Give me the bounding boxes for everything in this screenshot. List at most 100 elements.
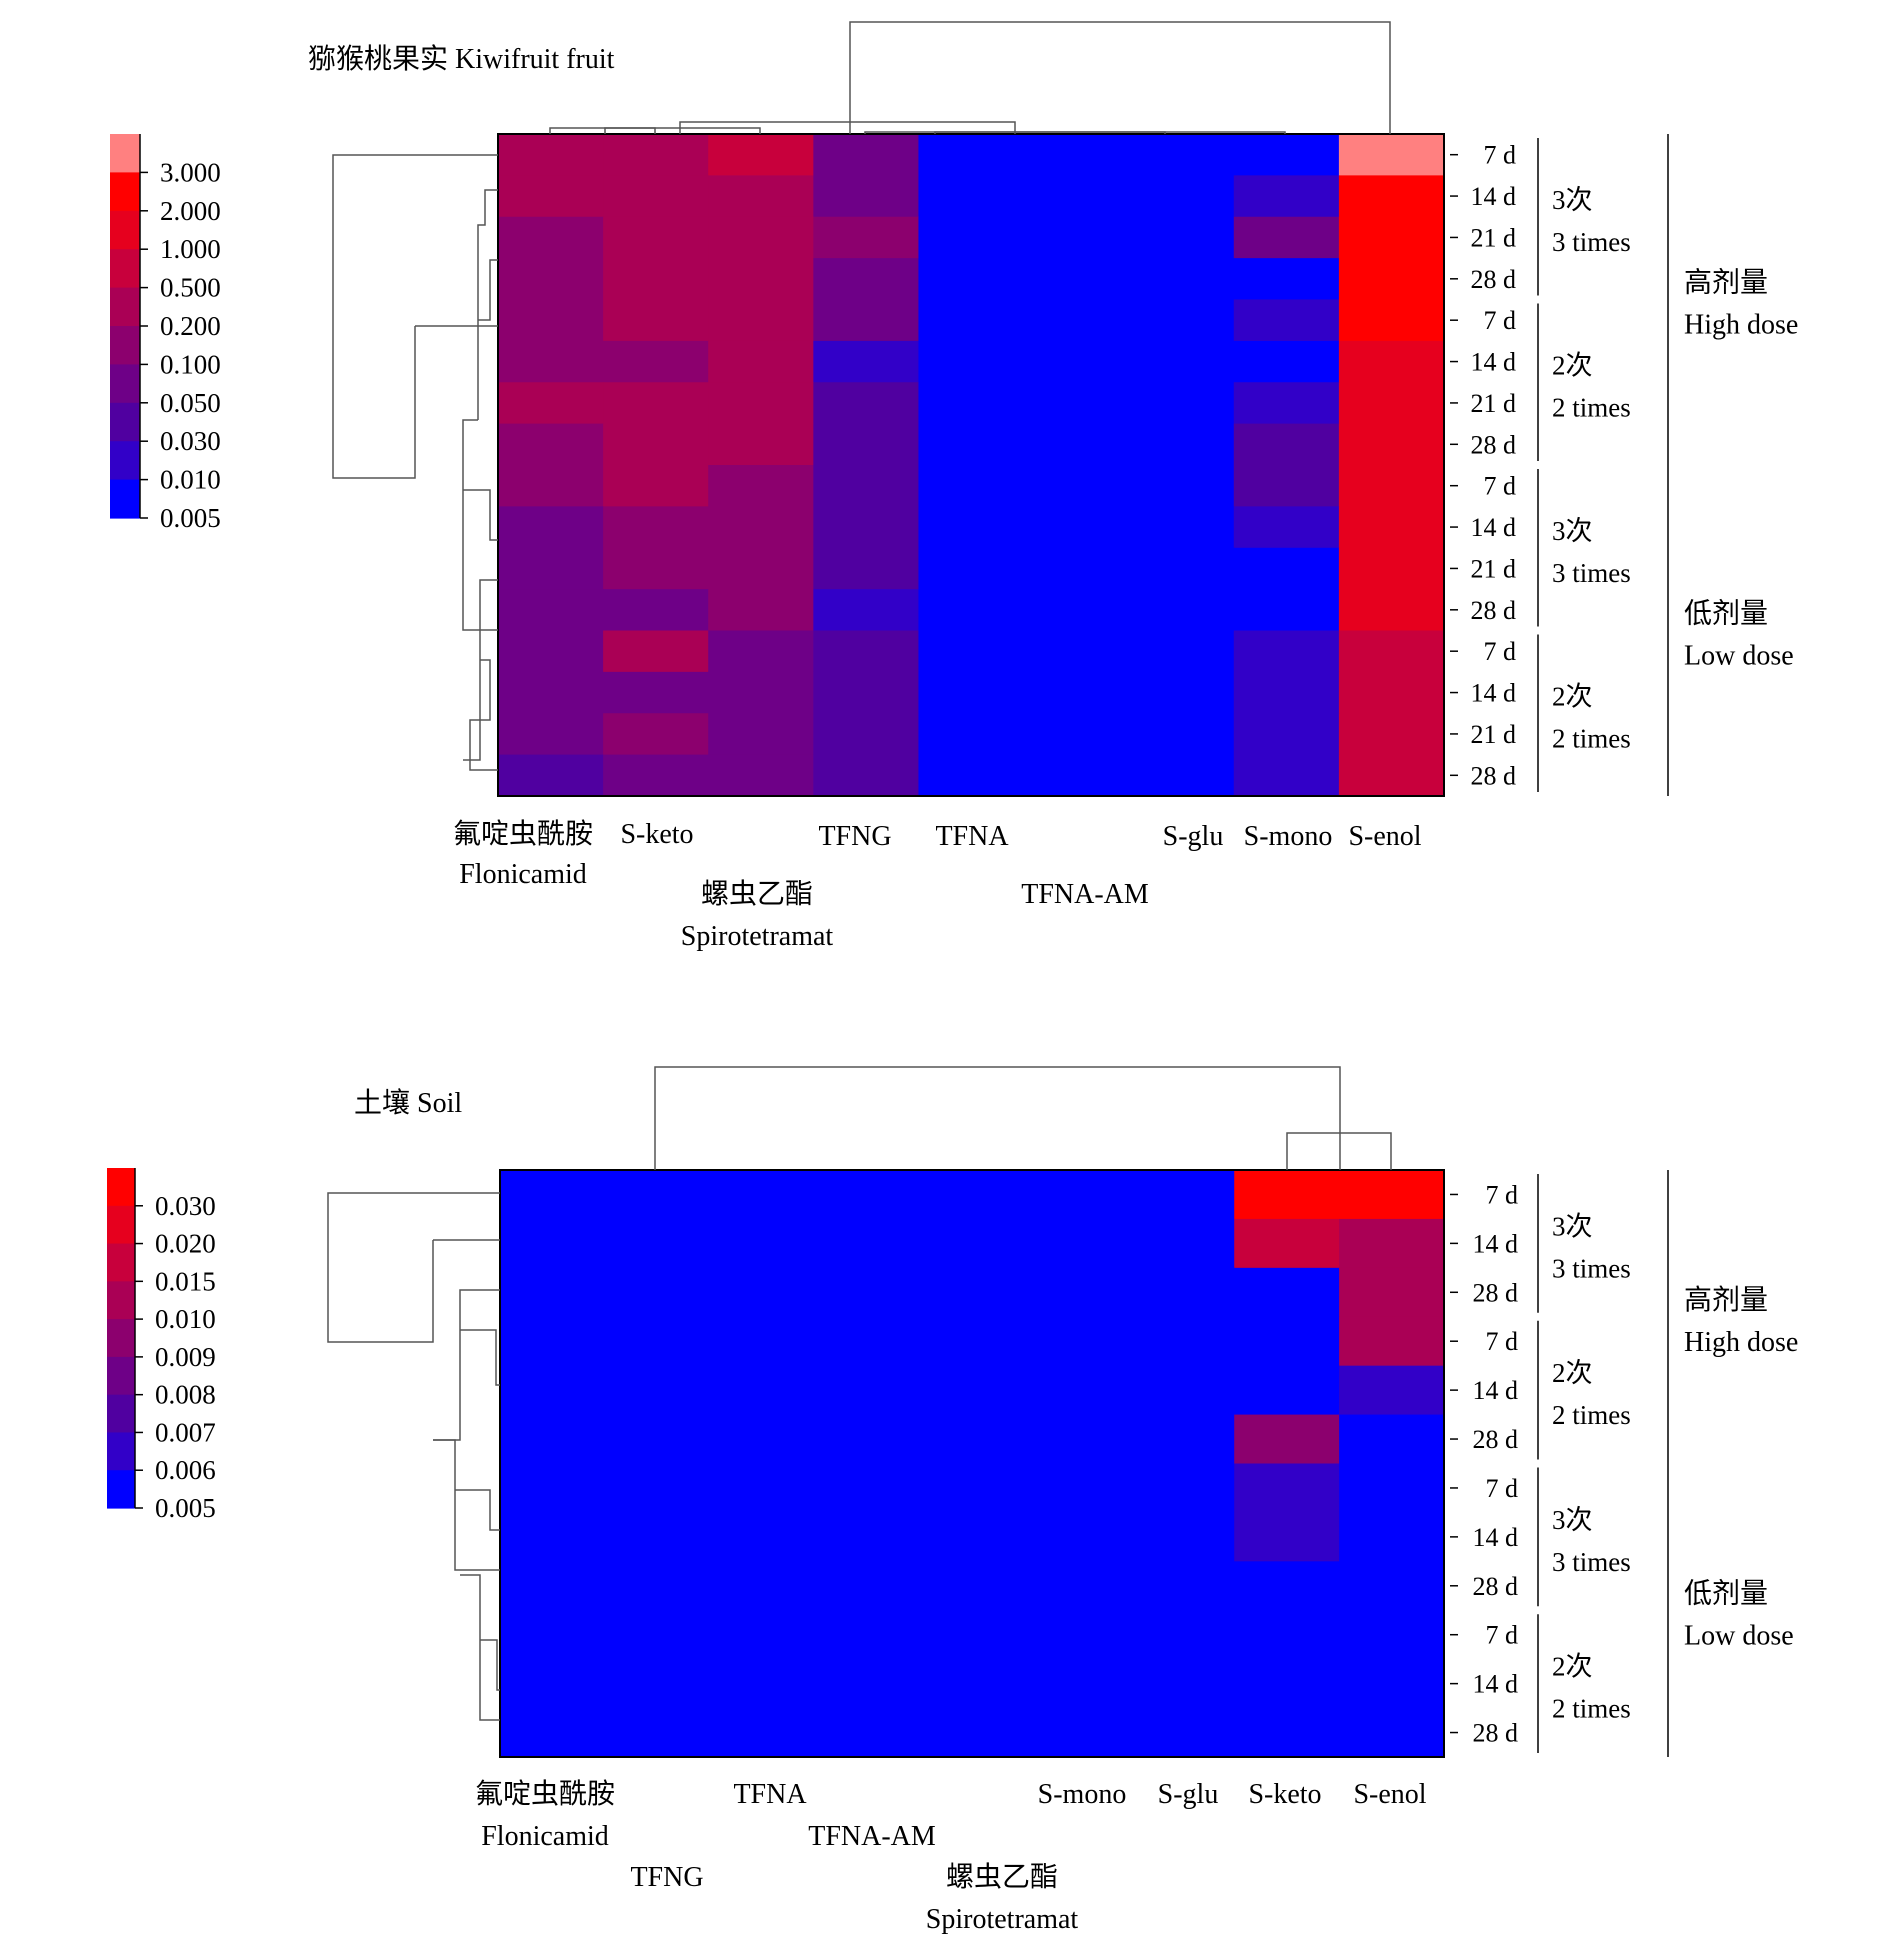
heatmap-cell [1024, 1512, 1130, 1562]
heatmap-cell [709, 1463, 816, 1514]
heatmap-cell [1339, 1218, 1445, 1269]
row-label: 28 d [1473, 1719, 1519, 1748]
heatmap-cell [603, 340, 709, 383]
heatmap-cell [498, 547, 604, 590]
heatmap-cell [498, 630, 604, 673]
legend-label: 0.010 [155, 1304, 216, 1334]
column-dendrogram [934, 131, 1286, 134]
legend-label: 1.000 [160, 234, 221, 264]
heatmap-cell [814, 1610, 921, 1660]
heatmap-cell [1234, 1267, 1340, 1318]
heatmap-cell [814, 1365, 921, 1416]
legend-swatch [107, 1394, 135, 1434]
legend-swatch [107, 1281, 135, 1320]
heatmap-cell [708, 465, 814, 507]
frequency-label-zh: 3次 [1552, 516, 1593, 546]
row-label: 21 d [1471, 389, 1517, 418]
heatmap-cell [1338, 589, 1445, 632]
heatmap-cell [919, 1365, 1026, 1416]
heatmap-cell [498, 589, 604, 632]
row-dendrogram [477, 189, 498, 420]
heatmap-cell [813, 299, 920, 342]
heatmap-cell [1338, 630, 1445, 673]
heatmap-cell [498, 465, 604, 507]
heatmap-cell [1339, 1659, 1445, 1709]
heatmap-cell [603, 382, 709, 425]
legend-swatch [110, 441, 140, 481]
heatmap-cell [1024, 1267, 1130, 1318]
heatmap-cell [814, 1708, 921, 1758]
column-label: TFNG [818, 821, 891, 852]
heatmap-cell [1234, 1218, 1340, 1269]
heatmap-cell [603, 465, 709, 507]
column-label: S-glu [1163, 821, 1224, 852]
legend-swatch [110, 134, 140, 173]
heatmap-cell [1234, 1170, 1340, 1220]
heatmap-border [499, 1169, 1445, 1758]
heatmap-cell [1339, 1414, 1445, 1465]
row-label: 14 d [1473, 1523, 1519, 1552]
heatmap-cell [498, 216, 604, 259]
row-label: 7 d [1484, 141, 1517, 170]
heatmap-cell [1024, 1170, 1130, 1220]
row-label: 28 d [1473, 1278, 1519, 1307]
heatmap-cell [603, 506, 709, 549]
heatmap-cell [1233, 754, 1340, 797]
heatmap-cell [919, 1218, 1026, 1269]
heatmap-cell [814, 1170, 921, 1220]
dose-label-zh: 低剂量 [1684, 598, 1768, 630]
heatmap-cell [814, 1316, 921, 1367]
heatmap-cell [708, 506, 814, 549]
column-label: TFNG [630, 1862, 703, 1893]
heatmap-cell [1024, 1316, 1130, 1367]
legend-label: 2.000 [160, 196, 221, 226]
heatmap-cell [1339, 1267, 1445, 1318]
heatmap-cell [813, 340, 920, 383]
legend-label: 0.008 [155, 1380, 216, 1410]
heatmap-cell [603, 671, 709, 714]
frequency-label-en: 2 times [1552, 392, 1631, 422]
heatmap-cell [1023, 382, 1130, 425]
row-dendrogram [480, 1639, 500, 1691]
legend-swatch [110, 402, 140, 442]
chart-title: 土壤 Soil [354, 1087, 462, 1119]
heatmap-cell [603, 216, 709, 259]
row-label: 14 d [1473, 1376, 1519, 1405]
heatmap-cell [1129, 1561, 1235, 1611]
heatmap-cell [500, 1659, 606, 1709]
heatmap-cell [500, 1414, 606, 1465]
heatmap-cell [603, 134, 709, 176]
column-label-en: Spirotetramat [926, 1904, 1079, 1935]
heatmap-cell [1234, 1414, 1340, 1465]
row-label: 7 d [1486, 1180, 1519, 1209]
heatmap-cell [603, 713, 709, 756]
heatmap-cell [500, 1463, 606, 1514]
heatmap-cell [1129, 1659, 1235, 1709]
heatmap-cell [708, 382, 814, 425]
heatmap-cell [1233, 258, 1340, 301]
heatmap-cell [813, 547, 920, 590]
heatmap-cell [604, 1414, 711, 1465]
heatmap-cell [1024, 1659, 1130, 1709]
column-label: S-mono [1244, 821, 1333, 852]
heatmap-cell [814, 1561, 921, 1611]
frequency-label-zh: 2次 [1552, 350, 1593, 380]
heatmap-cell [1234, 1316, 1340, 1367]
heatmap-cell [1234, 1512, 1340, 1562]
heatmap-cell [498, 506, 604, 549]
heatmap-cell [813, 713, 920, 756]
heatmap-cell [1234, 1365, 1340, 1416]
row-label: 14 d [1471, 513, 1517, 542]
heatmap-cell [1234, 1610, 1340, 1660]
heatmap-cell [813, 506, 920, 549]
heatmap-cell [603, 423, 709, 466]
legend-label: 0.005 [160, 503, 221, 533]
column-dendrogram [1286, 1132, 1392, 1170]
frequency-label-en: 3 times [1552, 1253, 1631, 1283]
heatmap-cell [813, 423, 920, 466]
dose-label-en: High dose [1684, 310, 1798, 341]
heatmap-cell [1128, 423, 1235, 466]
heatmap-cell [1129, 1365, 1235, 1416]
heatmap-cell [919, 1610, 1026, 1660]
heatmap-cell [498, 299, 604, 342]
